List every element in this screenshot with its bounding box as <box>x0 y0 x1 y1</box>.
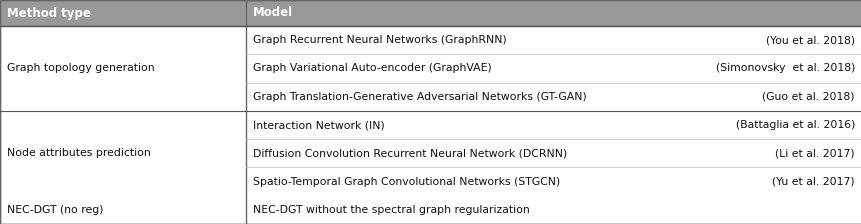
Text: Graph Recurrent Neural Networks (GraphRNN): Graph Recurrent Neural Networks (GraphRN… <box>252 35 505 45</box>
Text: (Yu et al. 2017): (Yu et al. 2017) <box>771 177 854 187</box>
Text: NEC-DGT (no reg): NEC-DGT (no reg) <box>7 205 103 215</box>
Text: Model: Model <box>252 6 293 19</box>
Text: Graph topology generation: Graph topology generation <box>7 63 154 73</box>
Text: Spatio-Temporal Graph Convolutional Networks (STGCN): Spatio-Temporal Graph Convolutional Netw… <box>252 177 560 187</box>
Bar <box>0 0 861 26</box>
Text: Node attributes prediction: Node attributes prediction <box>7 148 151 158</box>
Text: (Guo et al. 2018): (Guo et al. 2018) <box>762 92 854 102</box>
Bar <box>0 26 861 224</box>
Text: (Battaglia et al. 2016): (Battaglia et al. 2016) <box>734 120 854 130</box>
Text: Graph Translation-Generative Adversarial Networks (GT-GAN): Graph Translation-Generative Adversarial… <box>252 92 585 102</box>
Text: (Simonovsky  et al. 2018): (Simonovsky et al. 2018) <box>715 63 854 73</box>
Text: Diffusion Convolution Recurrent Neural Network (DCRNN): Diffusion Convolution Recurrent Neural N… <box>252 148 567 158</box>
Text: NEC-DGT without the spectral graph regularization: NEC-DGT without the spectral graph regul… <box>252 205 529 215</box>
Text: (You et al. 2018): (You et al. 2018) <box>765 35 854 45</box>
Text: Interaction Network (IN): Interaction Network (IN) <box>252 120 384 130</box>
Text: Graph Variational Auto-encoder (GraphVAE): Graph Variational Auto-encoder (GraphVAE… <box>252 63 491 73</box>
Text: Method type: Method type <box>7 6 90 19</box>
Text: (Li et al. 2017): (Li et al. 2017) <box>775 148 854 158</box>
